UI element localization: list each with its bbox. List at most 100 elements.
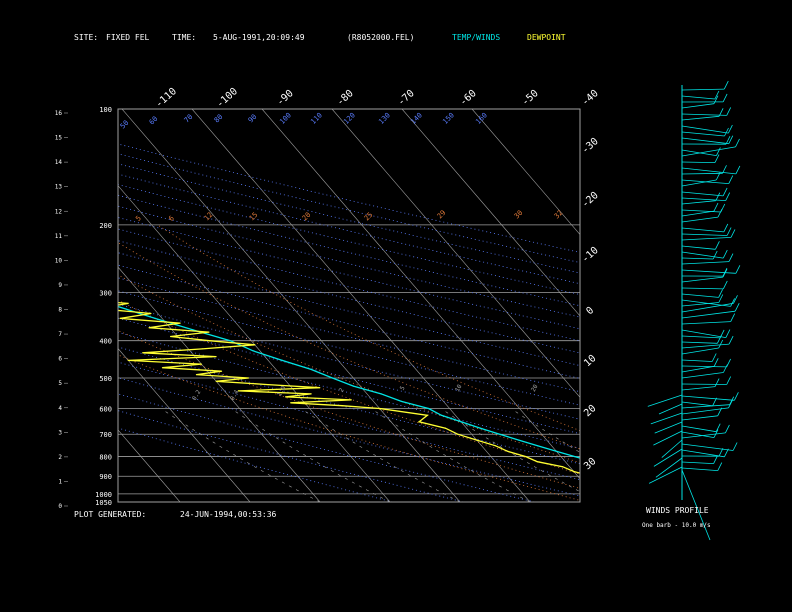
mixing-ratio-label: 0.4 (229, 388, 241, 401)
height-tick-label: 6 (58, 356, 62, 363)
moist-adiabat-line (118, 242, 580, 450)
wind-barb-feather (728, 399, 733, 409)
wind-barb (681, 329, 726, 338)
wind-barb-feather (723, 80, 729, 90)
dewpoint-point (645, 489, 646, 490)
wind-barb (681, 293, 719, 298)
wind-barb-feather (728, 253, 734, 262)
isotherm-line (118, 348, 251, 502)
dry-adiabat-line (118, 184, 580, 295)
moist-adiabat-label: 15 (248, 211, 260, 223)
dry-adiabat-label: 90 (247, 113, 259, 125)
mixing-ratio-label: 10 (454, 383, 464, 393)
wind-barb (681, 200, 716, 205)
temperature-point (640, 476, 641, 477)
temperature-point (711, 493, 712, 494)
mixing-ratio-line (304, 410, 461, 502)
moist-adiabat-label: 30 (513, 209, 525, 221)
wind-barb (681, 197, 726, 201)
wind-barb (661, 439, 683, 458)
wind-barb-feather (728, 135, 734, 144)
temperature-tick-right: 0 (584, 305, 596, 317)
pressure-tick-label: 400 (99, 338, 112, 346)
wind-barb (681, 341, 718, 344)
wind-barb-feather (724, 127, 729, 137)
wind-barb-feather (725, 424, 730, 434)
dewpoint-point (602, 480, 603, 481)
temperature-tick-right: 20 (582, 403, 598, 419)
wind-barb (681, 347, 719, 355)
wind-barb-feather (730, 298, 735, 307)
height-tick-label: 0 (58, 503, 62, 510)
height-tick-label: 14 (55, 159, 63, 166)
dewpoint-line (118, 301, 580, 474)
isotherm-line (118, 266, 321, 502)
dry-adiabat-line (118, 361, 580, 481)
pressure-tick-label: 200 (99, 222, 112, 230)
temperature-point (687, 489, 688, 490)
moist-adiabat-label: 25 (363, 211, 375, 223)
wind-barb (681, 276, 724, 283)
mixing-ratio-label: 2 (338, 387, 346, 394)
temperature-point (629, 471, 630, 472)
wind-barb (681, 302, 719, 307)
dry-adiabat-label: 70 (183, 113, 195, 125)
wind-barb-feather (717, 462, 723, 471)
dewpoint-point (655, 493, 656, 494)
mixing-ratio-label: 20 (530, 383, 540, 393)
wind-barb (681, 269, 736, 274)
wind-barb (681, 167, 736, 175)
wind-barb (681, 310, 736, 319)
dry-adiabat-label: 130 (377, 111, 392, 126)
plot-generated-label: PLOT GENERATED: (74, 510, 147, 519)
wind-barb-feather (714, 154, 720, 163)
wind-barb (654, 421, 683, 434)
dry-adiabat-label: 160 (474, 111, 489, 126)
moist-adiabat-label: 6 (167, 214, 176, 223)
dewpoint-point (13, 292, 14, 293)
dry-adiabat-label: 50 (119, 119, 131, 131)
time-label: TIME: (172, 33, 197, 42)
wind-barb-feather (724, 448, 729, 457)
wind-barb (681, 415, 718, 421)
wind-barb (650, 412, 683, 425)
plot-frame (117, 108, 581, 503)
height-tick-label: 2 (58, 454, 62, 461)
wind-barb-feather (725, 329, 731, 338)
dewpoint-point (591, 476, 592, 477)
wind-barb-feather (722, 93, 728, 103)
temperature-tick-right: -10 (580, 245, 601, 265)
wind-barb (681, 251, 724, 259)
legend-temp-winds: TEMP/WINDS (452, 33, 501, 42)
wind-barb (681, 103, 715, 109)
wind-barb-feather (728, 124, 733, 134)
wind-barb-feather (730, 313, 736, 322)
moist-adiabat-label: 5 (134, 214, 143, 223)
height-tick-label: 9 (58, 282, 62, 289)
wind-barb (681, 432, 726, 439)
dry-adiabat-line (118, 377, 580, 497)
barb-scale-note: One barb - 10.0 m/s (642, 522, 711, 529)
wind-barb-feather (717, 335, 722, 344)
pressure-tick-label: 300 (99, 290, 112, 298)
dry-adiabat-label: 80 (213, 113, 225, 125)
temperature-tick-top: -90 (275, 88, 296, 108)
pressure-tick-label: 600 (99, 405, 112, 413)
wind-barb (681, 386, 716, 391)
wind-barb-feather (723, 223, 729, 233)
wind-barb-feather (715, 423, 721, 432)
wind-barb-feather (713, 95, 719, 104)
dry-adiabat-line (118, 393, 535, 502)
pressure-tick-label: 900 (99, 473, 112, 481)
wind-barb-feather (714, 90, 720, 100)
wind-barb-feather (713, 358, 719, 367)
wind-barb-feather (718, 448, 724, 457)
wind-barb-feather (718, 294, 724, 303)
dewpoint-point (23, 286, 24, 287)
isotherm-line (121, 109, 461, 502)
file-name: (R8052000.FEL) (347, 33, 415, 42)
wind-barb (681, 431, 715, 438)
mixing-ratio-line (374, 410, 531, 502)
wind-barb (681, 261, 730, 265)
wind-barb (681, 257, 714, 260)
